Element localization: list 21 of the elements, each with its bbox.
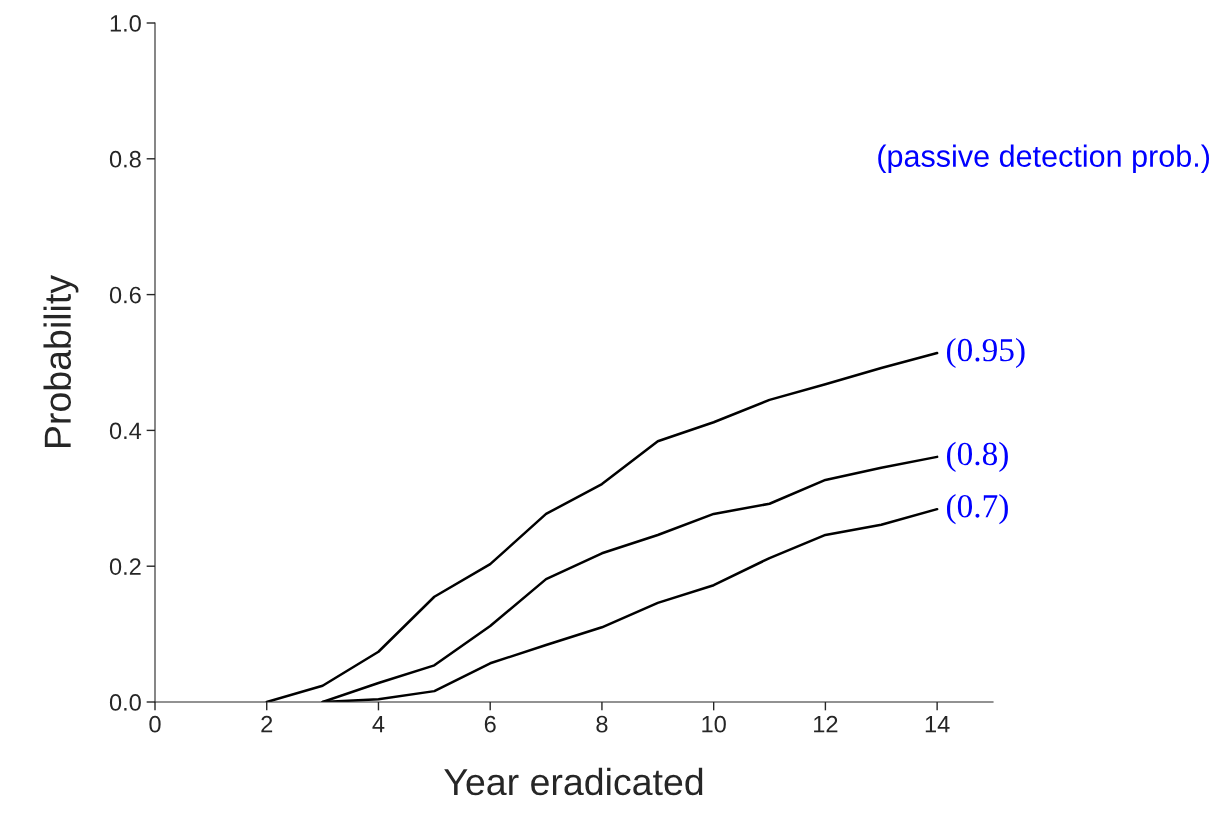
x-tick-label: 0 bbox=[149, 715, 161, 733]
x-tick-label: 8 bbox=[596, 715, 608, 733]
y-tick-label: 0.2 bbox=[109, 558, 141, 575]
y-tick-label: 0.6 bbox=[109, 286, 141, 304]
y-tick-label: 0.0 bbox=[109, 694, 141, 711]
y-axis-title: Probability bbox=[43, 275, 79, 447]
series-label: (0.95) bbox=[946, 337, 1025, 369]
x-tick-label: 4 bbox=[372, 716, 385, 733]
x-tick-label: 14 bbox=[925, 716, 950, 733]
x-axis-title: Year eradicated bbox=[444, 767, 703, 796]
x-tick-label: 6 bbox=[484, 715, 496, 733]
y-tick-label: 1.0 bbox=[110, 15, 141, 32]
x-tick-label: 12 bbox=[814, 715, 838, 733]
x-tick-label: 2 bbox=[261, 715, 273, 733]
annotation: (passive detection prob.) bbox=[878, 144, 1210, 174]
series-label: (0.8) bbox=[946, 441, 1008, 472]
y-tick-label: 0.4 bbox=[109, 422, 142, 440]
x-tick-label: 10 bbox=[702, 715, 726, 733]
y-tick-label: 0.8 bbox=[109, 150, 141, 168]
series-label: (0.7) bbox=[946, 494, 1008, 525]
line-series bbox=[265, 351, 939, 702]
